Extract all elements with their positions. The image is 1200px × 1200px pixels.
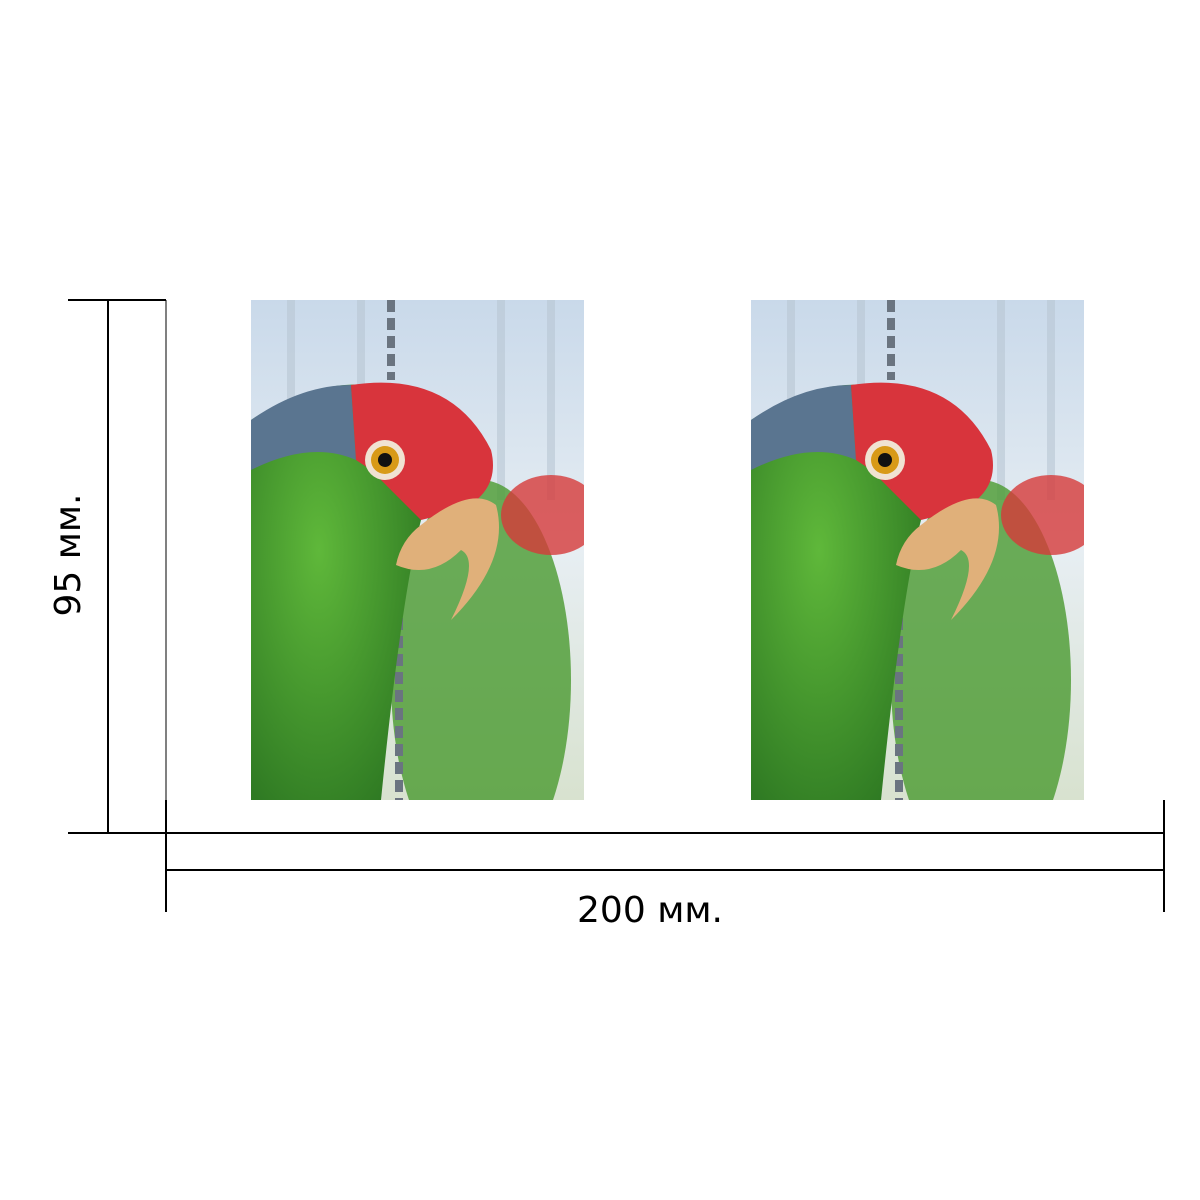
width-label: 200 мм. xyxy=(577,890,723,931)
width-dimension: 200 мм. xyxy=(165,800,1165,931)
product-photo xyxy=(751,300,1101,880)
product-photo xyxy=(251,300,601,880)
height-label: 95 мм. xyxy=(48,493,89,616)
height-dimension: 95 мм. xyxy=(48,299,167,834)
